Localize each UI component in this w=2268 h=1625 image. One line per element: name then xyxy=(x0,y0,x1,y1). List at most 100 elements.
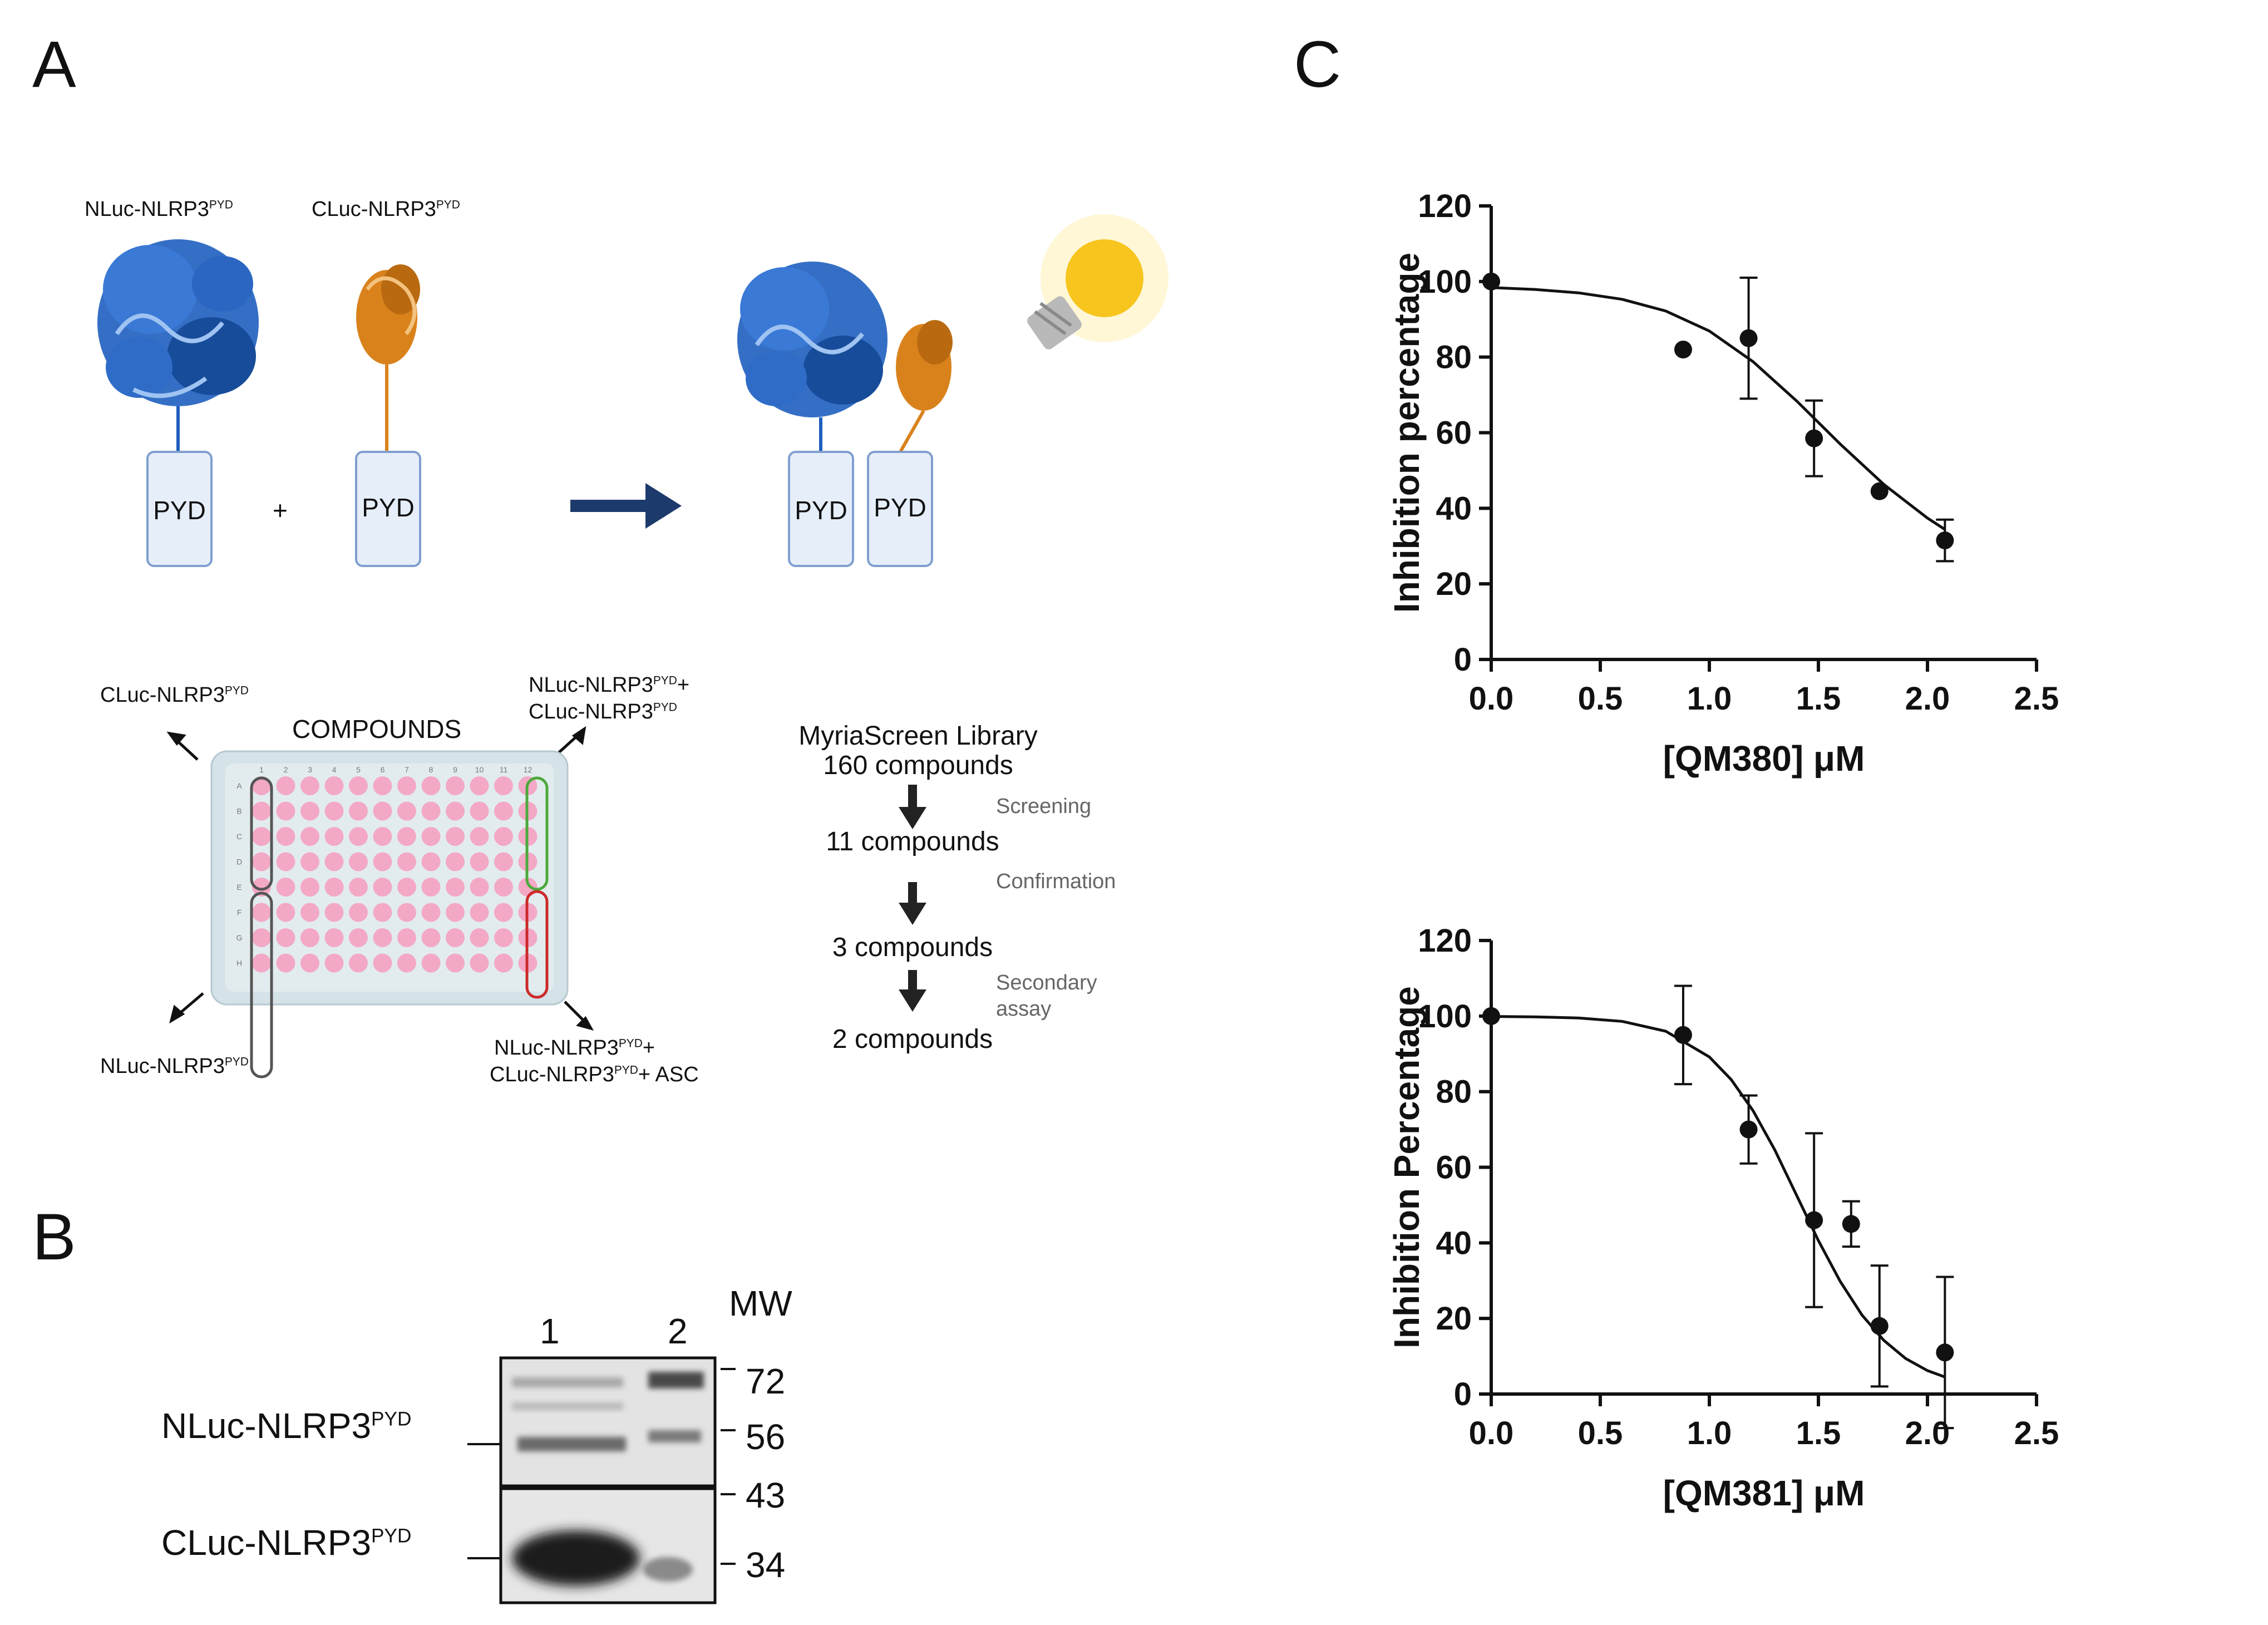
plate-row-letter: B xyxy=(236,807,241,816)
plate-well xyxy=(276,827,295,846)
plate-well xyxy=(324,953,344,973)
plate-column-number: 6 xyxy=(381,765,385,774)
plate-well xyxy=(446,852,465,871)
pyd-box-label: PYD xyxy=(874,493,926,522)
flow-step3: 3 compounds xyxy=(832,933,993,962)
nluc-protein-illustration xyxy=(97,239,259,406)
plate-well xyxy=(421,953,441,973)
nluc-top-label: NLuc-NLRP3PYD xyxy=(85,198,233,221)
plate-well xyxy=(300,827,319,846)
blot-nluc-label: NLuc-NLRP3PYD xyxy=(161,1406,412,1446)
plate-column-number: 9 xyxy=(453,765,457,774)
cluc-top-label: CLuc-NLRP3PYD xyxy=(312,198,460,221)
plate-well xyxy=(324,801,344,821)
plate-well xyxy=(494,852,513,871)
plate-row-letter: A xyxy=(236,781,242,790)
flow-down-arrow-icon xyxy=(899,882,926,925)
plate-well xyxy=(324,827,344,846)
qm380-y-axis-label: Inhibition percentage xyxy=(1387,253,1427,613)
western-blot-image xyxy=(467,1356,736,1604)
chart-qm381: 0 20 40 60 80 100 120 0.0 0.5 1.0 1.5 2.0 2.5 [QM381]… xyxy=(1387,923,2059,1513)
plate-column-number: 5 xyxy=(356,765,361,774)
plate-well xyxy=(494,801,513,821)
plate-well xyxy=(349,801,368,821)
plate-well xyxy=(446,801,465,821)
plate-well xyxy=(494,928,513,947)
qm380-y-tick-label: 80 xyxy=(1436,339,1472,376)
plate-well xyxy=(470,827,489,846)
plate-well xyxy=(397,776,416,795)
plate-well xyxy=(252,827,271,846)
plate-wells xyxy=(252,776,538,973)
blot-marker-72: 72 xyxy=(746,1361,786,1401)
qm380-x-tick-label: 1.5 xyxy=(1796,681,1841,717)
panel-letter-b: B xyxy=(32,1200,76,1274)
qm381-data-point xyxy=(1805,1211,1823,1229)
plate-column-number: 8 xyxy=(429,765,433,774)
plate-well xyxy=(300,953,319,973)
plate-well xyxy=(373,776,392,795)
flow-step2: 11 compounds xyxy=(826,827,999,856)
plate-well xyxy=(470,852,489,871)
plate-cluc-label: CLuc-NLRP3PYD xyxy=(100,683,249,707)
plate-asc-label-2: CLuc-NLRP3PYD+ ASC xyxy=(490,1063,699,1086)
plate-column-number: 11 xyxy=(500,765,508,774)
plate-well xyxy=(300,928,319,947)
qm381-y-tick-label: 60 xyxy=(1436,1150,1472,1186)
plate-well xyxy=(421,852,441,871)
plate-well xyxy=(446,928,465,947)
flow-arrows xyxy=(899,785,926,1012)
flow-label-screening: Screening xyxy=(996,795,1092,818)
plate-asc-label-1: NLuc-NLRP3PYD+ xyxy=(494,1036,655,1060)
qm380-data-point xyxy=(1674,341,1692,359)
qm381-x-tick-label: 2.0 xyxy=(1905,1415,1950,1451)
pyd-box-label: PYD xyxy=(153,496,206,525)
qm380-y-tick-label: 120 xyxy=(1418,188,1472,224)
plate-well xyxy=(446,878,465,897)
qm380-y-tick-label: 40 xyxy=(1436,490,1472,526)
plate-well xyxy=(397,852,416,871)
blot-marker-43: 43 xyxy=(746,1475,786,1515)
plate-well xyxy=(276,928,295,947)
chart-qm380: 0 20 40 60 80 100 120 0.0 0.5 1.0 1.5 2.0 2.5 [QM380]… xyxy=(1387,188,2059,779)
qm381-x-tick-label: 2.5 xyxy=(2014,1415,2059,1451)
plate-well xyxy=(300,852,319,871)
plate-well xyxy=(276,801,295,821)
plate-well xyxy=(446,827,465,846)
plate-well xyxy=(421,903,441,922)
flow-step1-line1: MyriaScreen Library xyxy=(798,721,1038,751)
plate-well xyxy=(373,903,392,922)
plate-row-letters: A B C D E F G H xyxy=(236,781,243,968)
plate-pair-label-1: NLuc-NLRP3PYD+ xyxy=(529,673,690,697)
flow-label-secondary-2: assay xyxy=(996,997,1052,1021)
plate-well xyxy=(470,953,489,973)
qm381-x-tick-label: 0.0 xyxy=(1469,1415,1514,1451)
plate-column-number: 10 xyxy=(475,765,484,774)
plate-well xyxy=(300,776,319,795)
plus-sign: + xyxy=(273,496,288,525)
qm380-y-tick-label: 100 xyxy=(1418,264,1472,300)
plate-well xyxy=(276,953,295,973)
pyd-box-label: PYD xyxy=(362,493,415,522)
plate-well xyxy=(373,953,392,973)
qm380-data-point xyxy=(1870,482,1889,500)
qm380-y-tick-label: 20 xyxy=(1436,566,1472,602)
cluc-protein-illustration xyxy=(356,264,420,365)
plate-well xyxy=(446,776,465,795)
qm381-x-tick-label: 1.5 xyxy=(1796,1415,1841,1451)
plate-well xyxy=(252,903,271,922)
flow-down-arrow-icon xyxy=(899,970,926,1012)
qm381-y-tick-label: 80 xyxy=(1436,1074,1472,1110)
qm381-y-tick-label: 100 xyxy=(1418,998,1472,1035)
panel-letter-c: C xyxy=(1294,28,1342,101)
plate-column-number: 3 xyxy=(308,765,312,774)
qm380-data-point xyxy=(1482,272,1500,290)
plate-well xyxy=(446,953,465,973)
qm380-x-tick-label: 2.5 xyxy=(2014,681,2059,717)
qm381-y-tick-label: 120 xyxy=(1418,923,1472,959)
qm381-y-tick-label: 20 xyxy=(1436,1301,1472,1337)
plate-well xyxy=(252,953,271,973)
plate-well xyxy=(421,776,441,795)
qm381-x-axis-label: [QM381] μM xyxy=(1663,1473,1865,1513)
